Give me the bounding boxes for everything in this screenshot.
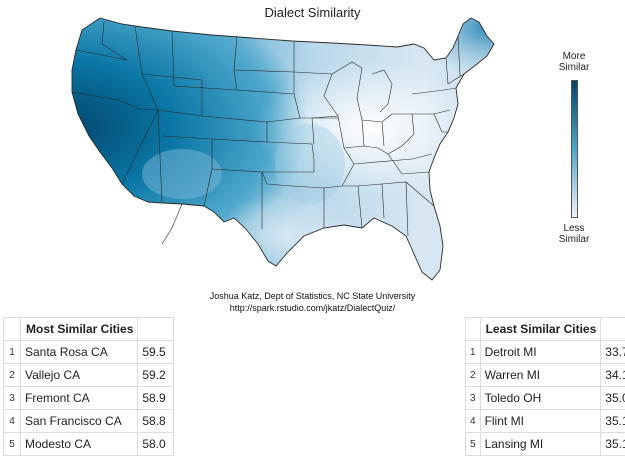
rank-cell: 3 — [3, 386, 21, 410]
legend-top-line2: Similar — [558, 62, 590, 73]
most-similar-table: Most Similar Cities 1 Santa Rosa CA 59.5 2 V… — [3, 317, 175, 456]
value-cell: 34.1 — [600, 363, 625, 387]
rank-cell: 4 — [3, 409, 21, 433]
value-header — [600, 317, 625, 341]
table-header-row: Least Similar Cities — [465, 317, 625, 341]
value-cell: 59.5 — [137, 340, 175, 364]
table-row: 1 Santa Rosa CA 59.5 — [3, 340, 175, 364]
legend-top-label: More Similar — [544, 51, 604, 73]
rank-header — [465, 317, 481, 341]
value-cell: 58.0 — [137, 432, 175, 456]
city-cell: Modesto CA — [19, 432, 139, 456]
rank-cell: 2 — [3, 363, 21, 387]
rank-cell: 2 — [465, 363, 481, 387]
legend-top-line1: More — [562, 51, 586, 62]
value-header — [137, 317, 175, 341]
value-cell: 35.1 — [600, 409, 625, 433]
table-row: 2 Vallejo CA 59.2 — [3, 363, 175, 387]
city-cell: Warren MI — [479, 363, 602, 387]
legend-bottom-label: Less Similar — [544, 223, 604, 245]
city-cell: Detroit MI — [479, 340, 602, 364]
city-cell: Vallejo CA — [19, 363, 139, 387]
value-cell: 58.8 — [137, 409, 175, 433]
city-cell: Flint MI — [479, 409, 602, 433]
map-title: Dialect Similarity — [264, 5, 361, 20]
table-row: 5 Modesto CA 58.0 — [3, 432, 175, 456]
state-borders — [71, 17, 495, 281]
rank-cell: 5 — [465, 432, 481, 456]
legend-color-scale — [571, 80, 578, 218]
city-cell: Lansing MI — [479, 432, 602, 456]
table-header-row: Most Similar Cities — [3, 317, 175, 341]
city-cell: San Francisco CA — [19, 409, 139, 433]
rank-cell: 1 — [465, 340, 481, 364]
value-cell: 35.1 — [600, 432, 625, 456]
credit-author: Joshua Katz, Dept of Statistics, NC Stat… — [209, 291, 416, 301]
value-cell: 35.0 — [600, 386, 625, 410]
value-cell: 33.7 — [600, 340, 625, 364]
value-cell: 58.9 — [137, 386, 175, 410]
least-similar-header: Least Similar Cities — [479, 317, 602, 341]
rank-header — [3, 317, 21, 341]
rank-cell: 1 — [3, 340, 21, 364]
table-row: 4 San Francisco CA 58.8 — [3, 409, 175, 433]
city-cell: Toledo OH — [479, 386, 602, 410]
legend-bottom-line2: Similar — [558, 234, 590, 245]
rank-cell: 5 — [3, 432, 21, 456]
city-cell: Santa Rosa CA — [19, 340, 139, 364]
us-dialect-map — [71, 17, 495, 281]
legend-bottom-line1: Less — [563, 223, 585, 234]
choropleth-fill — [72, 18, 494, 280]
city-cell: Fremont CA — [19, 386, 139, 410]
rank-cell: 4 — [465, 409, 481, 433]
rank-cell: 3 — [465, 386, 481, 410]
credit-url: http://spark.rstudio.com/jkatz/DialectQu… — [229, 303, 396, 313]
most-similar-header: Most Similar Cities — [19, 317, 139, 341]
table-row: 3 Fremont CA 58.9 — [3, 386, 175, 410]
value-cell: 59.2 — [137, 363, 175, 387]
